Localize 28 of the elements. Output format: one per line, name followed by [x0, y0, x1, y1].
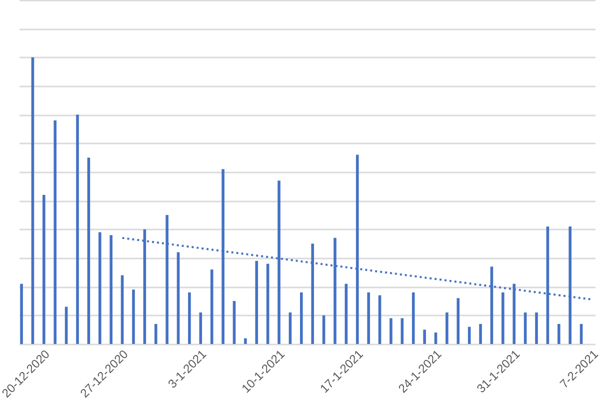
bar	[446, 312, 448, 344]
bar	[423, 330, 426, 344]
bar	[120, 275, 124, 344]
bar	[502, 292, 504, 344]
bar	[199, 312, 202, 344]
bar	[266, 264, 270, 344]
bar	[98, 232, 102, 344]
bar	[64, 306, 68, 344]
bar	[535, 312, 538, 344]
bar	[456, 298, 460, 344]
bar	[188, 292, 191, 344]
bar	[76, 114, 79, 344]
bar	[154, 324, 158, 344]
bar	[367, 292, 370, 344]
bar	[412, 292, 415, 344]
bar	[42, 194, 46, 344]
bar	[20, 284, 23, 344]
bar	[479, 324, 482, 344]
bar	[110, 235, 112, 344]
bar	[557, 324, 560, 344]
bar	[434, 332, 438, 344]
bar	[300, 292, 303, 344]
bar	[400, 318, 404, 344]
bar	[132, 290, 135, 344]
bar	[54, 120, 57, 344]
bar	[255, 260, 258, 344]
bar	[390, 318, 392, 344]
bar	[244, 338, 247, 344]
